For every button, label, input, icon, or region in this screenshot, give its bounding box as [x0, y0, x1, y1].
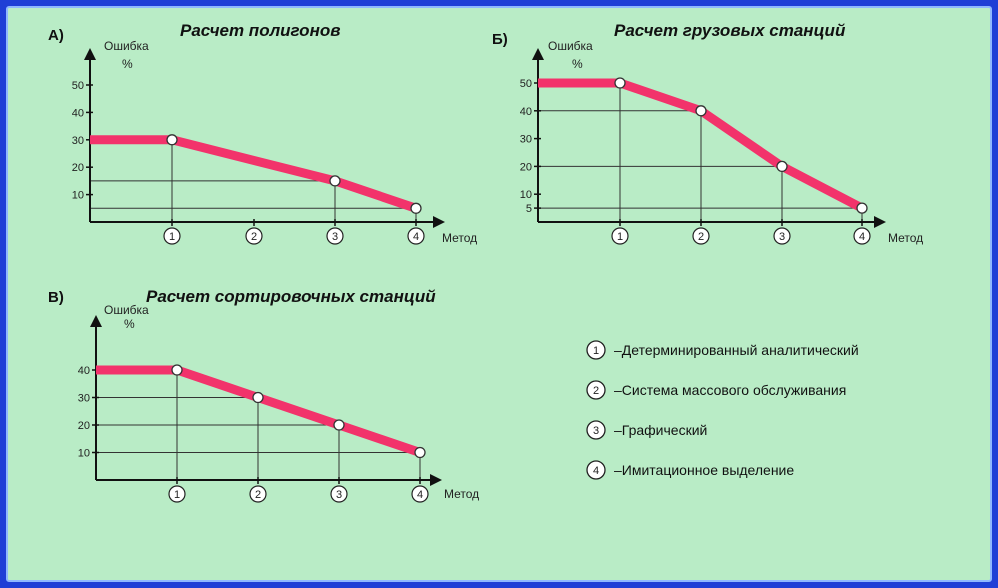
legend-label: –Графический [614, 422, 707, 438]
legend-number-circle [586, 340, 606, 360]
chart-letter: В) [48, 289, 64, 306]
data-point [252, 391, 264, 404]
data-point [776, 160, 788, 173]
x-tick-label: 4 [859, 231, 865, 243]
series-line [538, 78, 865, 213]
figure-panel [6, 6, 992, 582]
x-tick-label: 3 [332, 231, 338, 243]
chart-1: А) Расчет полигонов Ошибка% Метод 50 40 30 20 10… [48, 21, 477, 245]
data-point [171, 364, 183, 376]
legend-item: 3 –Графический [586, 420, 707, 440]
y-tick-label: 40 [72, 107, 84, 119]
y-tick-label: 20 [72, 162, 84, 174]
x-tick-label: 2 [251, 231, 257, 243]
x-tick-label: 1 [617, 231, 623, 243]
x-tick-circle [853, 227, 871, 245]
y-tick-label: 10 [78, 448, 90, 460]
y-axis-unit: % [572, 57, 583, 71]
data-point [614, 77, 626, 89]
legend: 1 –Детерминированный аналитический 2 –Систе… [586, 340, 859, 480]
y-tick-label: 40 [78, 365, 90, 377]
legend-item: 2 –Система массового обслуживания [586, 380, 846, 400]
legend-number: 2 [593, 385, 599, 397]
x-tick-circle [245, 227, 263, 245]
x-axis-arrow [430, 474, 442, 486]
y-axis-arrow [90, 315, 102, 327]
legend-label: –Система массового обслуживания [614, 382, 846, 398]
x-tick-circle [611, 227, 629, 245]
data-point [166, 134, 178, 146]
legend-label: –Детерминированный аналитический [614, 342, 859, 358]
y-axis-arrow [84, 48, 96, 60]
y-tick-label: 20 [78, 420, 90, 432]
y-tick-label: 40 [520, 106, 532, 118]
data-point [410, 202, 422, 214]
legend-number-circle [586, 420, 606, 440]
x-tick-label: 1 [174, 489, 180, 501]
y-tick-label: 30 [72, 135, 84, 147]
x-tick-circle [326, 227, 344, 245]
y-axis-unit: % [124, 317, 135, 331]
legend-number-circle [586, 380, 606, 400]
legend-number: 4 [593, 465, 599, 477]
y-tick-label: 20 [520, 161, 532, 173]
x-tick-label: 3 [779, 231, 785, 243]
x-tick-circle [692, 227, 710, 245]
y-tick-label: 5 [526, 203, 532, 215]
y-tick-label: 30 [78, 393, 90, 405]
x-tick-circle [773, 227, 791, 245]
x-tick-label: 1 [169, 231, 175, 243]
x-tick-label: 3 [336, 489, 342, 501]
x-tick-label: 4 [413, 231, 419, 243]
x-axis-arrow [433, 216, 445, 228]
x-tick-circle [330, 485, 348, 503]
y-tick-label: 50 [520, 78, 532, 90]
x-tick-circle [168, 485, 186, 503]
x-tick-circle [163, 227, 181, 245]
y-axis-arrow [532, 48, 544, 60]
x-tick-label: 2 [698, 231, 704, 243]
chart-2: Б) Расчет грузовых станций Ошибка% Метод 50 4… [492, 21, 923, 245]
legend-number: 3 [593, 425, 599, 437]
chart-title: Расчет сортировочных станций [146, 287, 436, 306]
series-line [90, 135, 418, 213]
data-point [329, 175, 341, 187]
legend-item: 4 –Имитационное выделение [586, 460, 794, 480]
legend-label: –Имитационное выделение [614, 462, 794, 478]
data-point [856, 202, 868, 214]
legend-item: 1 –Детерминированный аналитический [586, 340, 859, 360]
x-axis-label: Метод [888, 231, 923, 245]
y-axis-label: Ошибка [548, 39, 593, 53]
chart-letter: А) [48, 27, 64, 44]
y-axis-label: Ошибка [104, 303, 149, 317]
chart-letter: Б) [492, 31, 508, 48]
legend-number-circle [586, 460, 606, 480]
x-axis-arrow [874, 216, 886, 228]
chart-title: Расчет полигонов [180, 21, 341, 40]
data-point [414, 446, 426, 459]
y-tick-label: 10 [520, 189, 532, 201]
y-tick-label: 50 [72, 80, 84, 92]
y-axis-label: Ошибка [104, 39, 149, 53]
legend-number: 1 [593, 345, 599, 357]
x-tick-circle [411, 485, 429, 503]
x-tick-label: 2 [255, 489, 261, 501]
chart-title: Расчет грузовых станций [614, 21, 846, 40]
y-axis-unit: % [122, 57, 133, 71]
x-tick-circle [249, 485, 267, 503]
x-tick-label: 4 [417, 489, 423, 501]
y-tick-label: 30 [520, 134, 532, 146]
y-tick-label: 10 [72, 190, 84, 202]
data-point [333, 419, 345, 431]
x-tick-circle [407, 227, 425, 245]
x-axis-label: Метод [442, 231, 477, 245]
x-axis-label: Метод [444, 487, 479, 501]
data-point [695, 105, 707, 117]
